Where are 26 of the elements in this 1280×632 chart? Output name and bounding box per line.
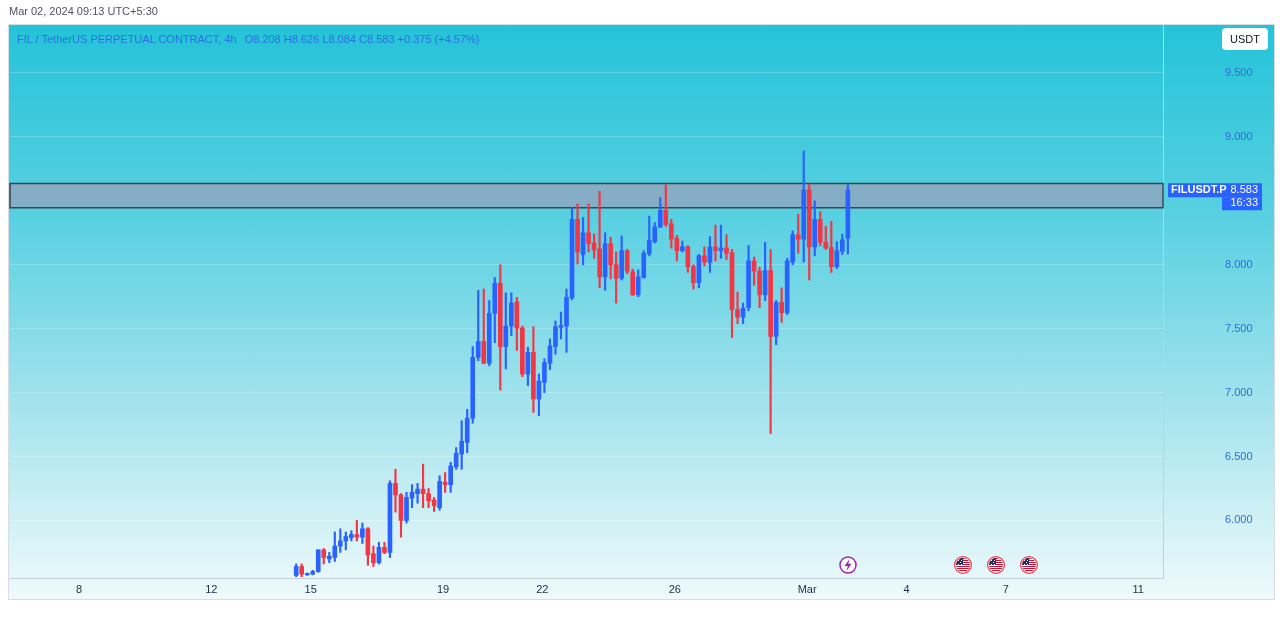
x-tick-label: 22 [536,582,549,595]
y-tick-label: 6.000 [1225,513,1253,526]
y-tick-label: 6.500 [1225,449,1253,462]
y-tick-label: 7.000 [1225,385,1253,398]
text: FIL / TetherUS PERPETUAL CONTRACT, 4h [17,33,237,45]
x-tick-label: 11 [1132,582,1144,595]
text: Mar 02, 2024 09:13 UTC+5:30 [9,5,158,17]
text: FILUSDT.P [1171,183,1227,196]
y-axis-title: USDT [1222,28,1268,50]
y-tick-label: 9.000 [1225,129,1253,142]
y-tick-label: 8.000 [1225,257,1253,270]
text: 16:33 [1230,196,1258,209]
x-tick-label: 7 [1002,582,1009,595]
x-tick-label: 12 [205,582,218,595]
x-tick-label: 4 [903,582,910,595]
y-tick-label: 7.500 [1225,321,1253,334]
x-tick-label: 8 [75,582,83,595]
x-tick-label: Mar [797,582,817,595]
candlestick [393,468,398,513]
text: 8.583 [1230,183,1258,196]
y-tick-label: 9.500 [1225,65,1253,78]
x-tick-label: 26 [668,582,681,595]
text: O8.208 H8.626 L8.084 C8.583 +0.375 (+4.57%) [244,33,480,45]
x-tick-label: 19 [436,582,450,595]
x-tick-label: 15 [304,582,317,595]
candlestick [713,224,718,262]
